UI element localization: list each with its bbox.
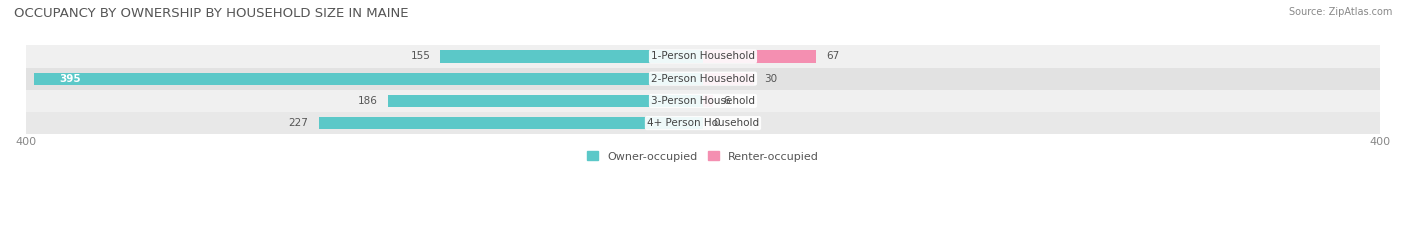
Text: 1-Person Household: 1-Person Household [651, 51, 755, 62]
Bar [25, 68, 1381, 90]
Text: 4+ Person Household: 4+ Person Household [647, 118, 759, 128]
Text: 227: 227 [288, 118, 308, 128]
Bar [25, 45, 1381, 68]
Text: 30: 30 [763, 74, 778, 84]
Legend: Owner-occupied, Renter-occupied: Owner-occupied, Renter-occupied [582, 147, 824, 166]
Text: 186: 186 [359, 96, 378, 106]
Text: 0: 0 [713, 118, 720, 128]
Bar [25, 112, 1381, 134]
Text: 395: 395 [59, 74, 82, 84]
Bar [703, 95, 713, 107]
Text: 6: 6 [723, 96, 730, 106]
Text: 67: 67 [827, 51, 839, 62]
Text: 2-Person Household: 2-Person Household [651, 74, 755, 84]
Bar [34, 72, 703, 85]
Text: 155: 155 [411, 51, 430, 62]
Text: 3-Person Household: 3-Person Household [651, 96, 755, 106]
Bar [388, 95, 703, 107]
Bar [319, 117, 703, 129]
Text: OCCUPANCY BY OWNERSHIP BY HOUSEHOLD SIZE IN MAINE: OCCUPANCY BY OWNERSHIP BY HOUSEHOLD SIZE… [14, 7, 409, 20]
Bar [440, 50, 703, 62]
Bar [25, 90, 1381, 112]
Bar [703, 50, 817, 62]
Text: Source: ZipAtlas.com: Source: ZipAtlas.com [1288, 7, 1392, 17]
Bar [703, 72, 754, 85]
